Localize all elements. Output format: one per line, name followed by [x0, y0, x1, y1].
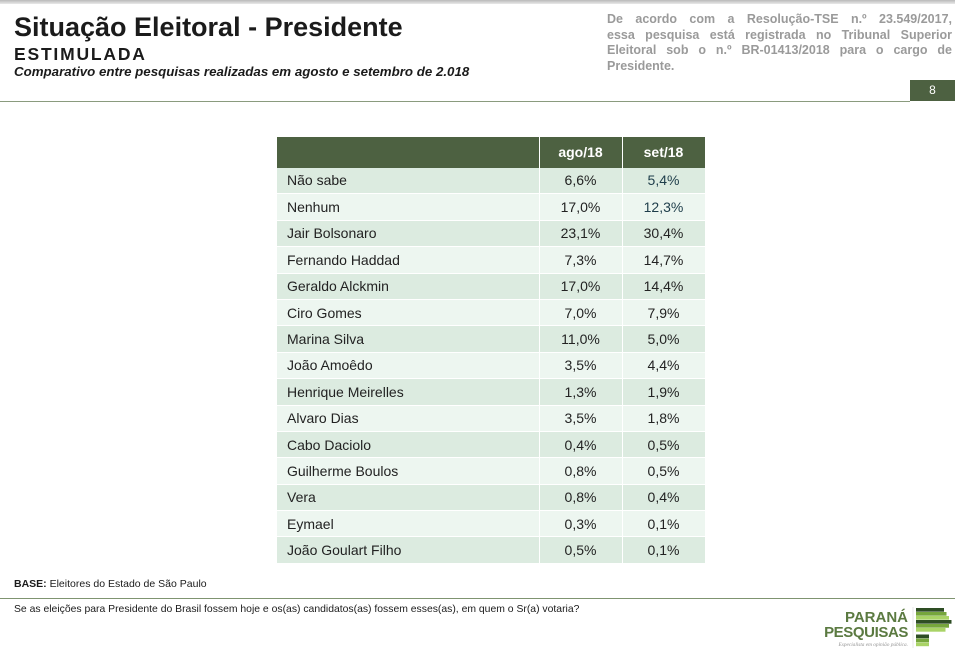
svg-text:Especialista em opinião públic: Especialista em opinião pública. [838, 642, 908, 648]
svg-text:PESQUISAS: PESQUISAS [824, 624, 908, 641]
